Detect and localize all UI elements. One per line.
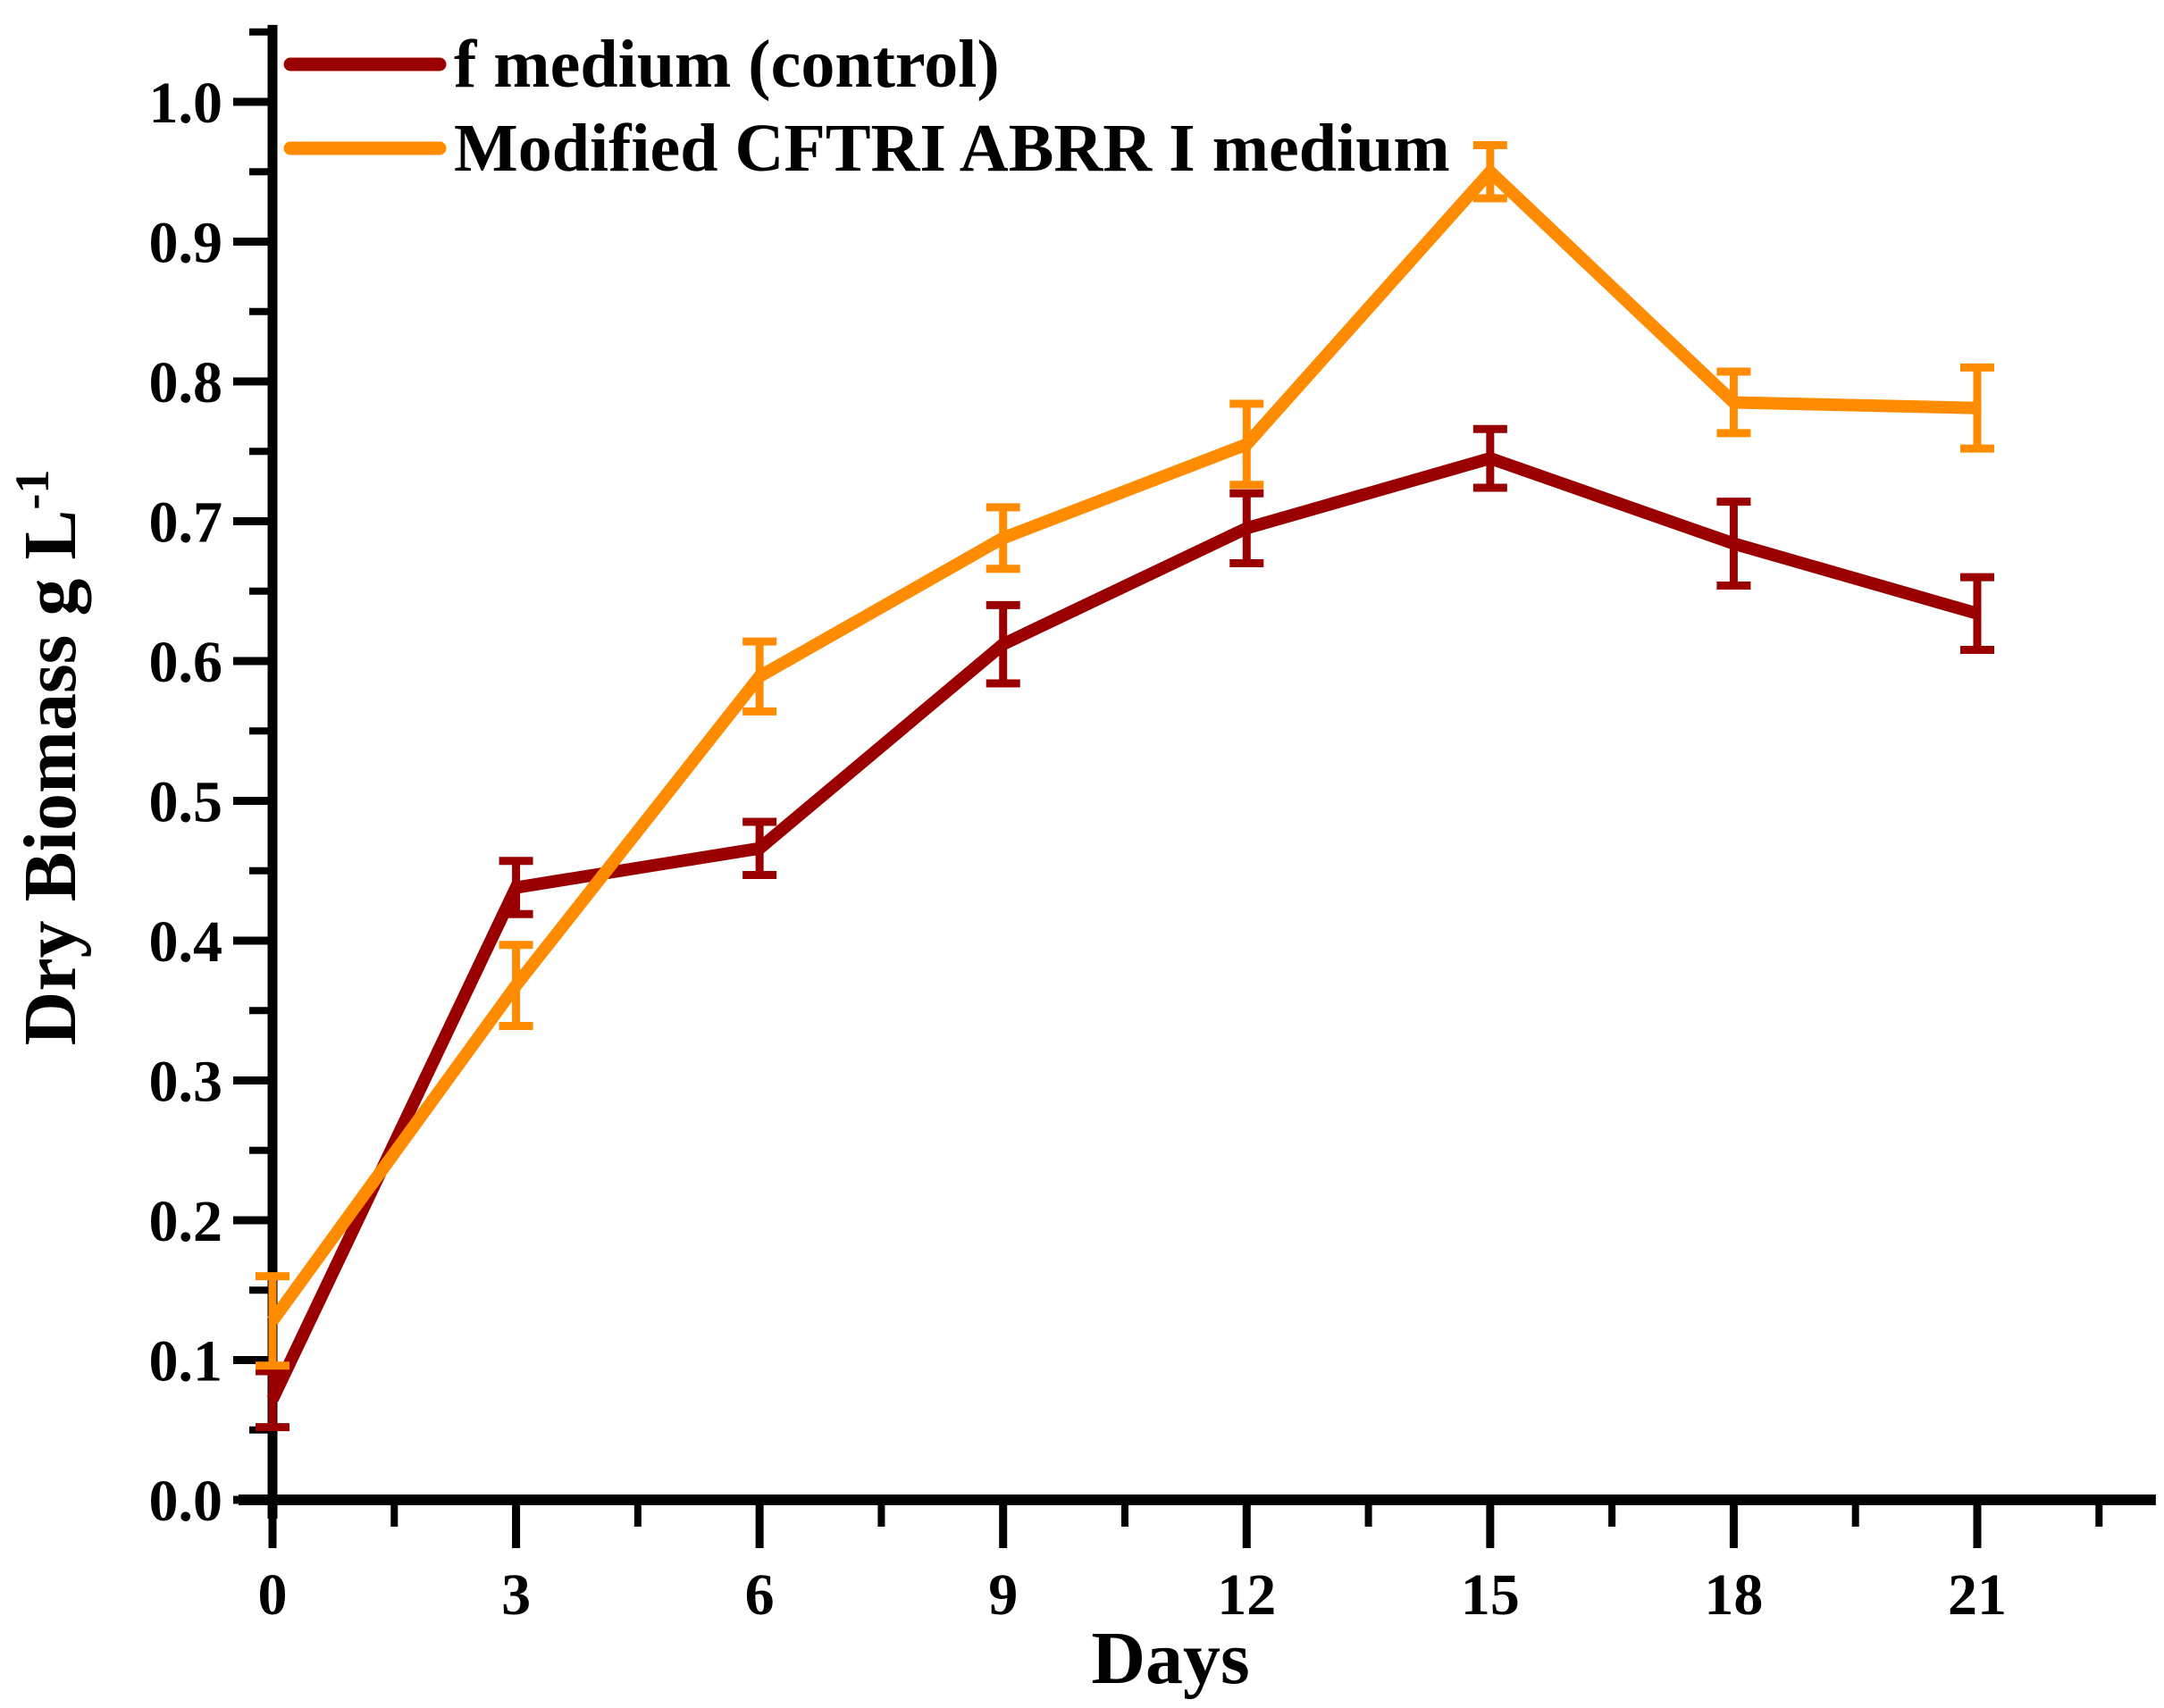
y-tick-label: 0.8 [149,350,223,415]
y-axis-title: Dry Biomass g L-1 [5,470,92,1046]
x-tick-label: 3 [501,1562,531,1628]
x-tick-label: 18 [1704,1562,1763,1628]
x-tick-label: 9 [988,1562,1018,1628]
legend-label-modified-cftri: Modified CFTRI ABRR I medium [454,111,1450,186]
series-lines [256,141,1994,1432]
error-bars-f-medium [256,424,1994,1432]
legend-label-f-medium: f medium (control) [454,27,1000,102]
x-axis-title: Days [1091,1617,1249,1700]
x-tick-label: 12 [1217,1562,1276,1628]
legend: f medium (control) Modified CFTRI ABRR I… [283,27,1450,186]
y-tick-label: 1.0 [149,71,223,136]
y-tick-label: 0.9 [149,211,223,276]
x-tick-label: 21 [1948,1562,2007,1628]
y-tick-label: 0.3 [149,1050,223,1115]
x-tick-label: 0 [258,1562,288,1628]
y-axis-title-superscript: -1 [5,470,59,510]
x-tick-label: 6 [745,1562,775,1628]
series-line-modified-cftri [267,163,1978,1325]
axes: 0.0 0.1 0.2 0.3 0.4 0.5 0.6 0.7 0.8 0.9 1.0 0 3 6 9 12 1… [149,24,2156,1628]
y-tick-label: 0.0 [149,1469,223,1534]
y-tick-label: 0.4 [149,909,223,975]
y-tick-label: 0.2 [149,1189,223,1254]
series-line-f-medium [266,451,1979,1402]
y-tick-label: 0.7 [149,490,223,556]
error-bars-modified-cftri [256,141,1994,1370]
y-axis-title-text: Dry Biomass g L [9,510,92,1046]
x-tick-label: 15 [1461,1562,1520,1628]
y-tick-label: 0.6 [149,630,223,695]
y-tick-label: 0.5 [149,770,223,835]
y-tick-label: 0.1 [149,1329,223,1394]
